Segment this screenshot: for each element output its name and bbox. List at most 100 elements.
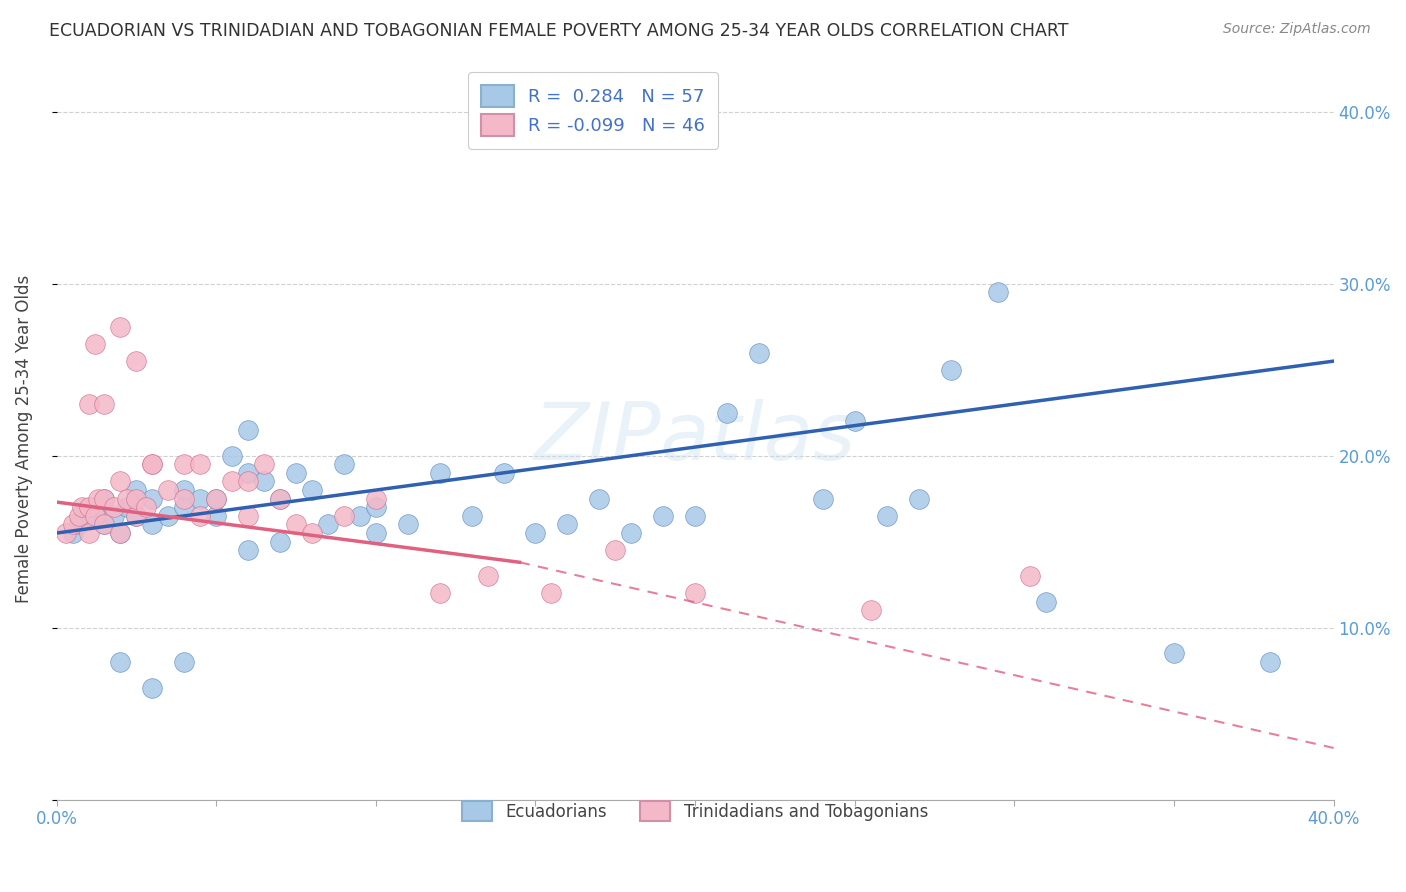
Point [77,508,100,523]
Point [460,508,482,523]
Point [93,491,115,506]
Point [173,457,195,471]
Point [811,491,834,506]
Point [157,508,180,523]
Point [87,491,110,506]
Point [364,491,387,506]
Point [396,517,419,532]
Point [221,449,243,463]
Point [238,423,260,437]
Point [588,491,610,506]
Point [253,475,276,489]
Point [77,500,100,515]
Point [748,345,770,359]
Point [620,526,643,541]
Point [205,491,228,506]
Point [141,457,163,471]
Point [253,457,276,471]
Point [125,354,148,368]
Point [141,681,163,695]
Point [125,483,148,497]
Point [62,526,84,541]
Text: Source: ZipAtlas.com: Source: ZipAtlas.com [1223,22,1371,37]
Point [135,500,157,515]
Point [939,362,962,376]
Point [364,500,387,515]
Point [269,534,291,549]
Point [238,543,260,558]
Point [70,500,93,515]
Point [1258,655,1281,669]
Point [285,466,308,480]
Point [84,337,107,351]
Point [238,475,260,489]
Point [55,526,77,541]
Point [93,517,115,532]
Point [188,457,211,471]
Point [188,491,211,506]
Point [141,517,163,532]
Legend: Ecuadorians, Trinidadians and Tobagonians: Ecuadorians, Trinidadians and Tobagonian… [449,788,942,835]
Point [103,500,125,515]
Point [238,466,260,480]
Point [477,569,499,583]
Point [301,526,323,541]
Point [364,526,387,541]
Point [110,319,132,334]
Point [221,475,243,489]
Point [349,508,371,523]
Point [110,526,132,541]
Point [125,491,148,506]
Point [125,508,148,523]
Point [205,508,228,523]
Point [716,406,738,420]
Point [173,655,195,669]
Point [62,517,84,532]
Point [67,517,90,532]
Point [93,491,115,506]
Point [141,491,163,506]
Point [238,508,260,523]
Point [301,483,323,497]
Point [93,517,115,532]
Text: ZIPatlas: ZIPatlas [534,400,856,477]
Point [316,517,339,532]
Point [269,491,291,506]
Point [110,655,132,669]
Point [652,508,675,523]
Point [859,603,882,617]
Point [205,491,228,506]
Point [110,475,132,489]
Point [429,466,451,480]
Point [524,526,547,541]
Point [103,508,125,523]
Point [540,586,562,600]
Point [110,526,132,541]
Point [77,526,100,541]
Point [84,508,107,523]
Point [333,508,356,523]
Point [844,414,866,428]
Point [333,457,356,471]
Point [285,517,308,532]
Point [115,500,138,515]
Point [125,508,148,523]
Point [115,491,138,506]
Point [492,466,515,480]
Point [683,508,706,523]
Point [93,397,115,411]
Point [84,500,107,515]
Point [173,491,195,506]
Point [269,491,291,506]
Point [907,491,929,506]
Point [429,586,451,600]
Point [141,457,163,471]
Point [77,397,100,411]
Point [683,586,706,600]
Point [173,500,195,515]
Point [1163,646,1185,660]
Point [557,517,579,532]
Point [67,508,90,523]
Point [876,508,898,523]
Point [1035,595,1057,609]
